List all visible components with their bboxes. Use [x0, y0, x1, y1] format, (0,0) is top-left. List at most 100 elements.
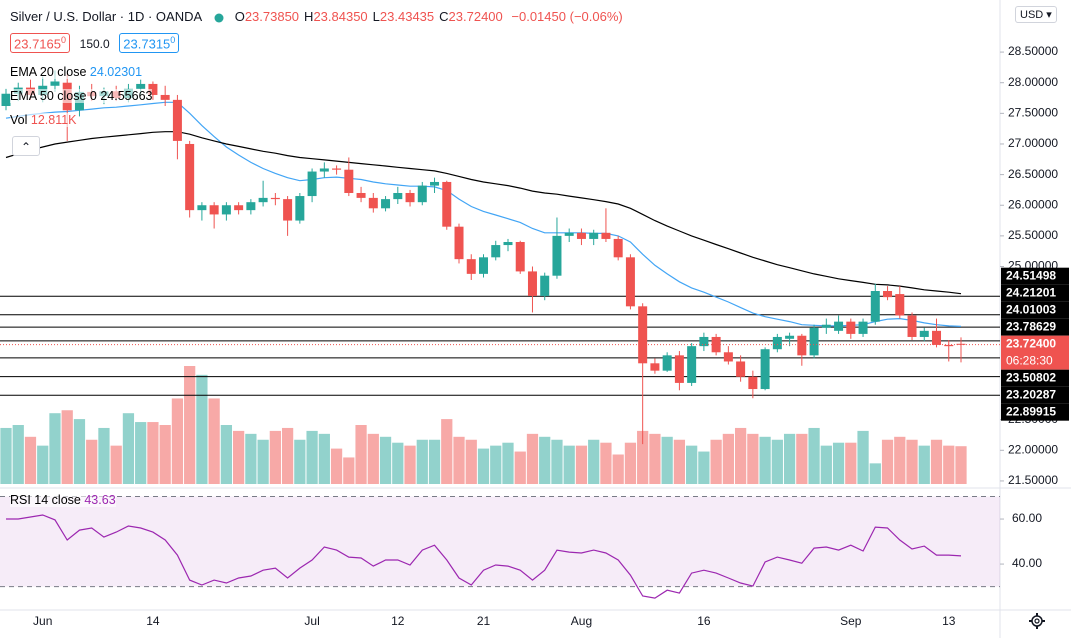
candle-body [1, 93, 11, 106]
volume-name: Vol [10, 113, 28, 127]
line-label: 23.20287 [1006, 387, 1056, 401]
volume-bar [722, 433, 734, 484]
candle-body [895, 294, 905, 316]
candle-body [907, 315, 917, 337]
ask-pip: 0 [170, 35, 176, 45]
volume-legend: Vol 12.811K [10, 113, 77, 127]
collapse-button[interactable]: ⌃ [12, 136, 40, 156]
candle-body [638, 306, 648, 364]
volume-bar [110, 445, 122, 484]
ohlc-value: 23.72400 [448, 9, 503, 24]
volume-bar [98, 427, 110, 484]
header: Silver / U.S. Dollar · 1D · OANDA O23.73… [10, 9, 623, 24]
volume-bar [649, 433, 661, 484]
candle-body [148, 83, 158, 95]
volume-bar [526, 433, 539, 484]
rsi-tick-label: 60.00 [1012, 511, 1042, 525]
candle-body [711, 336, 721, 353]
candle-body [50, 81, 60, 86]
volume-bar [575, 445, 588, 484]
candle-body [858, 321, 868, 334]
spread: 150.0 [79, 37, 110, 52]
y-tick-label: 25.50000 [1008, 228, 1058, 242]
settings-icon[interactable] [1028, 612, 1046, 630]
volume-bar [845, 442, 857, 484]
candle-body [944, 344, 954, 347]
candle-body [515, 242, 525, 272]
volume-bar [869, 463, 881, 484]
candle-body [503, 242, 513, 246]
line-label: 24.01003 [1006, 302, 1056, 316]
volume-bar [710, 439, 722, 484]
candle-body [405, 192, 415, 203]
candle-body [221, 205, 231, 215]
volume-bar [24, 436, 37, 484]
y-tick-label: 21.50000 [1008, 473, 1058, 487]
bid-pip: 0 [61, 35, 67, 45]
currency-button[interactable]: USD ▾ [1015, 6, 1057, 23]
candle-body [699, 336, 709, 347]
volume-bar [281, 427, 294, 484]
volume-bar [673, 439, 686, 484]
volume-bar [502, 442, 514, 484]
candle-body [246, 202, 256, 211]
volume-bar [208, 398, 220, 484]
ohlc-key: L [372, 9, 380, 24]
quote-row: 23.71650 150.0 23.73150 [10, 33, 180, 54]
volume-bar [747, 433, 759, 484]
volume-bar [367, 433, 379, 484]
candle-body [613, 238, 623, 258]
volume-bar [147, 422, 159, 484]
ohlc-key: O [234, 9, 245, 24]
candle-body [883, 291, 893, 298]
candle-body [576, 232, 586, 239]
bid-box[interactable]: 23.71650 [10, 33, 71, 54]
volume-bar [539, 436, 551, 484]
candle-body [650, 363, 660, 371]
line-label: 22.89915 [1006, 404, 1056, 418]
volume-bar [465, 439, 477, 484]
candle-body [307, 171, 317, 197]
rsi-name: RSI 14 close [10, 493, 81, 507]
volume-bar [477, 448, 490, 484]
volume-bar [857, 430, 869, 484]
candle-body [283, 199, 293, 221]
price-label-box [1001, 335, 1069, 370]
candle-body [674, 355, 684, 383]
x-tick-label: 16 [697, 614, 711, 628]
candle-body [772, 336, 782, 350]
candle-body [209, 205, 219, 215]
volume-bar [428, 439, 441, 484]
volume-bar [269, 430, 281, 484]
ohlc-value: 23.84350 [313, 9, 368, 24]
candle-body [785, 335, 795, 339]
ohlc-key: H [304, 9, 314, 24]
ema-line [5, 131, 962, 295]
volume-bar [0, 427, 12, 484]
volume-bar [734, 427, 747, 484]
volume-bar [184, 366, 196, 484]
ema50-name: EMA 50 close 0 [10, 89, 97, 103]
x-tick-label: 13 [942, 614, 956, 628]
line-label-box [1001, 267, 1069, 285]
y-tick-label: 27.00000 [1008, 136, 1058, 150]
candle-body [258, 197, 268, 203]
line-label: 23.50802 [1006, 370, 1056, 384]
ohlc-value: 23.43435 [379, 9, 435, 24]
volume-bar [379, 436, 392, 484]
volume-bar [196, 374, 208, 484]
line-label-box [1001, 403, 1069, 421]
x-tick-label: Sep [840, 614, 862, 628]
volume-bar [563, 445, 575, 484]
line-label: 23.78629 [1006, 319, 1056, 333]
candle-body [368, 197, 378, 209]
candle-body [417, 185, 427, 203]
ask-box[interactable]: 23.73150 [119, 33, 180, 54]
volume-bar [612, 454, 624, 484]
volume-bar [955, 446, 967, 484]
volume-bar [61, 410, 73, 484]
candle-body [136, 83, 146, 89]
candle-body [332, 168, 342, 170]
volume-bar [12, 425, 24, 484]
candle-body [552, 235, 562, 276]
